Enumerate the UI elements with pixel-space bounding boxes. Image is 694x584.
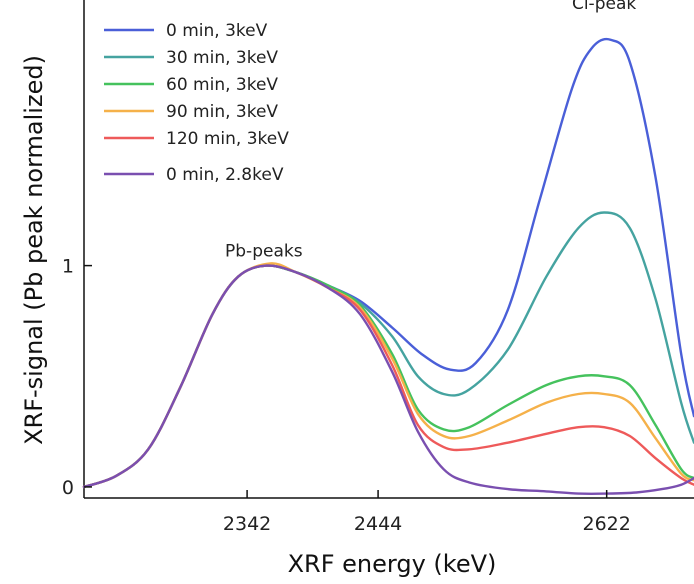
legend-label-6: 0 min, 2.8keV bbox=[166, 165, 284, 185]
x-tick-label: 2622 bbox=[582, 513, 630, 535]
legend-label-4: 90 min, 3keV bbox=[166, 102, 278, 122]
y-axis-title: XRF-signal (Pb peak normalized) bbox=[20, 55, 48, 445]
x-ticks: 2342 2444 2622 bbox=[223, 490, 631, 535]
series-line-6 bbox=[82, 264, 694, 495]
x-tick-label: 2342 bbox=[223, 513, 271, 535]
y-tick-label: 0 bbox=[62, 477, 74, 499]
legend-label-5: 120 min, 3keV bbox=[166, 129, 289, 149]
annotations: Pb-peaks Cl-peak bbox=[225, 0, 636, 262]
legend: 0 min, 3keV 30 min, 3keV 60 min, 3keV 90 mi… bbox=[104, 21, 289, 185]
annotation-1: Pb-peaks bbox=[225, 242, 303, 262]
series-layer bbox=[82, 37, 694, 495]
legend-label-3: 60 min, 3keV bbox=[166, 75, 278, 95]
y-ticks: 01 bbox=[62, 256, 92, 499]
x-axis-title: XRF energy (keV) bbox=[288, 550, 497, 578]
y-tick-label: 1 bbox=[62, 256, 74, 278]
legend-label-2: 30 min, 3keV bbox=[166, 48, 278, 68]
x-tick-label: 2444 bbox=[354, 513, 402, 535]
plot-frame bbox=[83, 0, 694, 499]
series-line-3 bbox=[82, 264, 694, 489]
annotation-2: Cl-peak bbox=[572, 0, 636, 14]
legend-label-1: 0 min, 3keV bbox=[166, 21, 268, 41]
